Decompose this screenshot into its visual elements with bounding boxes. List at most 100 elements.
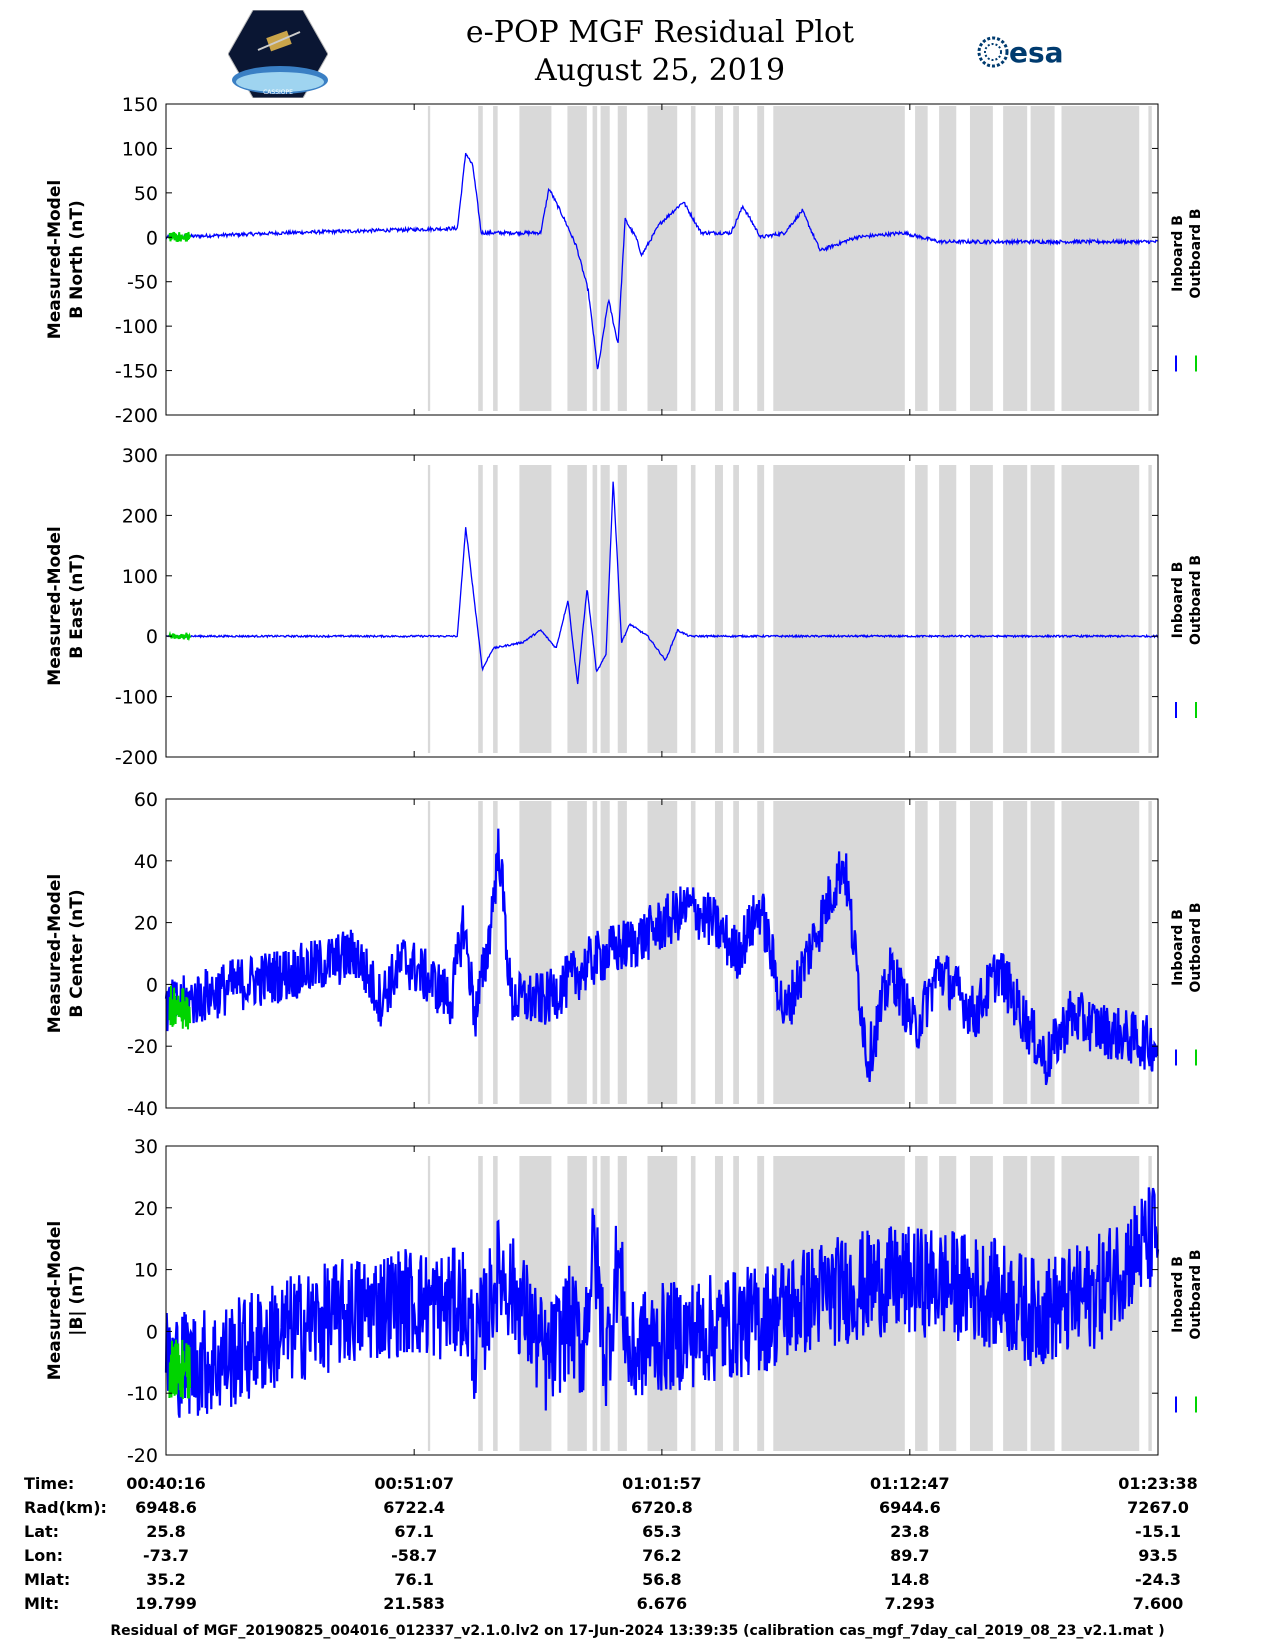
info-cell: 19.799 [135, 1594, 197, 1613]
info-cell: 93.5 [1138, 1546, 1177, 1565]
shaded-interval [915, 106, 928, 411]
shaded-interval [773, 106, 905, 411]
y-axis-label-line-1: Measured-Model [45, 1221, 65, 1380]
info-cell: 56.8 [642, 1570, 681, 1589]
info-cell: 6722.4 [383, 1498, 445, 1517]
y-tick-label: 0 [146, 227, 158, 249]
shaded-interval [1148, 106, 1152, 411]
shaded-interval [757, 801, 765, 1104]
y-tick-label: 0 [146, 626, 158, 648]
shaded-interval [714, 801, 723, 1104]
outboard-trace [168, 985, 191, 1030]
info-cell: 23.8 [890, 1522, 929, 1541]
outboard-trace [168, 630, 191, 642]
shaded-interval [1030, 106, 1055, 411]
panel-center: 60 40 20 0 -20 -40 Measured-Model B Center (nT)… [45, 789, 1204, 1120]
shaded-intervals [427, 106, 1152, 411]
y-tick-label: 50 [134, 183, 158, 205]
shaded-interval [478, 106, 483, 411]
shaded-intervals [427, 465, 1152, 753]
panel-east: 300 200 100 0 -100 -200 Measured-Model B East (… [45, 445, 1204, 769]
y-axis-label-line-2: |B| (nT) [67, 1265, 87, 1336]
shaded-interval [478, 801, 483, 1104]
y-tick-label: 0 [146, 974, 158, 996]
info-cell: 65.3 [642, 1522, 681, 1541]
info-row-label: Mlat: [24, 1570, 70, 1589]
info-cell: -15.1 [1135, 1522, 1181, 1541]
y-tick-label: 60 [134, 789, 158, 811]
shaded-interval [690, 801, 696, 1104]
y-tick-label: -50 [127, 272, 158, 294]
legend-outboard-label: Outboard B [1188, 1249, 1204, 1339]
info-cell: 25.8 [146, 1522, 185, 1541]
shaded-interval [969, 465, 993, 753]
shaded-interval [1061, 106, 1140, 411]
svg-text:esa: esa [1009, 36, 1064, 69]
y-axis-label-line-2: B East (nT) [67, 553, 87, 658]
shaded-interval [493, 801, 498, 1104]
shaded-interval [427, 801, 431, 1104]
shaded-interval [567, 106, 587, 411]
shaded-interval [647, 465, 678, 753]
chart-title: e-POP MGF Residual Plot August 25, 2019 [380, 14, 940, 90]
shaded-interval [757, 106, 765, 411]
shaded-interval [915, 801, 928, 1104]
info-cell: -24.3 [1135, 1570, 1181, 1589]
y-tick-label: 20 [134, 913, 158, 935]
y-tick-label: 300 [122, 445, 158, 467]
shaded-interval [617, 465, 627, 753]
shaded-interval [1003, 801, 1028, 1104]
info-cell: 00:51:07 [374, 1474, 454, 1493]
y-tick-label: -200 [115, 747, 158, 769]
info-table: Time: Rad(km): Lat: Lon: Mlat: Mlt: 00:40:16 69… [24, 1474, 1198, 1613]
shaded-interval [647, 106, 678, 411]
info-cell: 76.2 [642, 1546, 681, 1565]
y-axis-label-line-1: Measured-Model [45, 526, 65, 685]
info-cell: 6944.6 [879, 1498, 941, 1517]
info-row-label: Mlt: [24, 1594, 59, 1613]
inboard-trace [166, 481, 1159, 685]
shaded-interval [592, 106, 598, 411]
y-tick-label: -40 [127, 1098, 158, 1120]
shaded-interval [427, 465, 431, 753]
y-tick-label: -200 [115, 405, 158, 427]
y-tick-label: 200 [122, 505, 158, 527]
panel-north: 150 100 50 0 -50 -100 -150 -200 Measured-Model B … [45, 94, 1204, 427]
shaded-interval [592, 1156, 598, 1451]
y-axis-label-line-2: B Center (nT) [67, 889, 87, 1017]
shaded-interval [733, 106, 739, 411]
y-tick-label: 100 [122, 566, 158, 588]
info-cell: 89.7 [890, 1546, 929, 1565]
y-tick-label: 30 [134, 1136, 158, 1158]
title-line-2: August 25, 2019 [534, 53, 786, 88]
info-cell: 7.600 [1133, 1594, 1184, 1613]
legend-outboard-label: Outboard B [1188, 902, 1204, 992]
info-cell: 35.2 [146, 1570, 185, 1589]
cassiope-logo: CASSIOPE [228, 10, 328, 98]
shaded-interval [939, 465, 957, 753]
panel-total: 30 20 10 0 -10 -20 Measured-Model |B| (nT) Inboa… [45, 1136, 1204, 1467]
y-tick-label: -150 [115, 361, 158, 383]
y-tick-label: -20 [127, 1445, 158, 1467]
y-tick-label: -100 [115, 316, 158, 338]
shaded-interval [1030, 465, 1055, 753]
shaded-interval [647, 801, 678, 1104]
shaded-interval [1148, 465, 1152, 753]
info-cell: 7.293 [885, 1594, 936, 1613]
shaded-interval [1148, 1156, 1152, 1451]
y-axis-label-line-1: Measured-Model [45, 874, 65, 1033]
shaded-interval [600, 1156, 610, 1451]
y-tick-label: 100 [122, 138, 158, 160]
shaded-interval [567, 801, 587, 1104]
y-tick-label: 150 [122, 94, 158, 116]
shaded-interval [1003, 106, 1028, 411]
shaded-interval [690, 465, 696, 753]
shaded-interval [969, 106, 993, 411]
y-tick-label: -100 [115, 687, 158, 709]
info-cell: 01:23:38 [1118, 1474, 1198, 1493]
y-tick-label: 0 [146, 1321, 158, 1343]
shaded-interval [757, 465, 765, 753]
y-axis-label-line-1: Measured-Model [45, 180, 65, 339]
shaded-interval [493, 106, 498, 411]
